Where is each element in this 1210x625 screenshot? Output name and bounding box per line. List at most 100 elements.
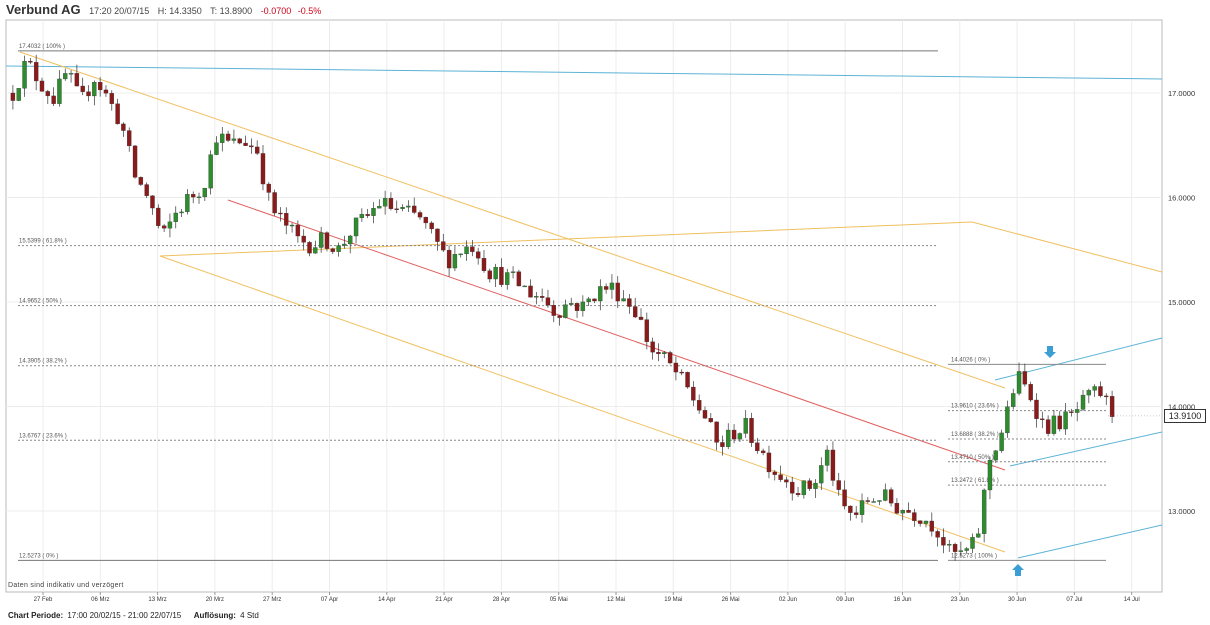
candle-body bbox=[888, 489, 894, 504]
candle-body bbox=[1109, 396, 1115, 417]
candle-body bbox=[342, 243, 347, 246]
candle-body bbox=[423, 216, 429, 224]
candle-body bbox=[132, 145, 138, 178]
candle-body bbox=[156, 207, 161, 226]
candle-body bbox=[1104, 395, 1109, 398]
fan-line-down bbox=[971, 221, 1163, 273]
candle-body bbox=[993, 450, 998, 461]
candle-body bbox=[563, 304, 568, 318]
candle-body bbox=[185, 194, 190, 213]
candle-body bbox=[28, 60, 33, 63]
candle-body bbox=[161, 225, 167, 229]
candle-body bbox=[74, 73, 80, 87]
fib-level-label: 15.5399 ( 61.8% ) bbox=[19, 239, 67, 245]
y-tick-label: 15.0000 bbox=[1168, 298, 1195, 307]
candle-body bbox=[749, 418, 754, 443]
candle-body bbox=[586, 298, 591, 303]
candle-body bbox=[615, 282, 620, 302]
chart-header: Verbund AG 17:20 20/07/15 H: 14.3350 T: … bbox=[6, 2, 325, 18]
candle-body bbox=[220, 133, 225, 143]
candle-body bbox=[284, 212, 289, 226]
candle-body bbox=[260, 153, 266, 185]
candle-body bbox=[970, 537, 975, 549]
candle-body bbox=[702, 410, 708, 419]
candle-body bbox=[1092, 386, 1097, 391]
x-tick-label: 07 Apr bbox=[321, 597, 338, 603]
candle-body bbox=[673, 362, 679, 373]
candle-body bbox=[254, 146, 260, 154]
candle-body bbox=[191, 194, 196, 198]
candle-body bbox=[906, 509, 911, 513]
candle-body bbox=[807, 480, 812, 489]
candle-body bbox=[691, 386, 696, 401]
candle-body bbox=[621, 298, 626, 302]
candle-body bbox=[196, 196, 202, 199]
candle-body bbox=[86, 91, 91, 97]
candle-body bbox=[859, 500, 865, 515]
candle-body bbox=[97, 82, 103, 91]
candle-body bbox=[406, 205, 411, 208]
candle-body bbox=[214, 142, 219, 155]
x-tick-label: 05 Mai bbox=[550, 597, 568, 603]
new-channel-mid bbox=[1009, 431, 1163, 467]
candle-body bbox=[16, 88, 21, 101]
candle-body bbox=[208, 154, 213, 189]
candle-body bbox=[941, 537, 946, 546]
fib-level-label: 13.6767 ( 23.6% ) bbox=[19, 433, 67, 439]
fib-level-label: 12.5273 ( 0% ) bbox=[19, 553, 58, 559]
candle-body bbox=[1022, 371, 1028, 385]
candle-body bbox=[929, 520, 934, 532]
candle-body bbox=[313, 247, 318, 254]
x-tick-label: 06 Mrz bbox=[91, 597, 109, 603]
fib-recent-label: 13.4710 ( 50% ) bbox=[951, 455, 994, 461]
candle-body bbox=[429, 222, 434, 230]
candle-body bbox=[557, 315, 562, 318]
candle-body bbox=[481, 258, 487, 271]
candle-body bbox=[359, 214, 365, 219]
candle-body bbox=[51, 95, 56, 104]
candle-body bbox=[1040, 418, 1045, 420]
candle-body bbox=[493, 266, 498, 280]
candle-body bbox=[760, 450, 766, 454]
x-tick-label: 07 Jul bbox=[1066, 597, 1082, 603]
candle-body bbox=[1051, 415, 1057, 434]
candle-body bbox=[1098, 386, 1103, 397]
candle-body bbox=[574, 303, 580, 311]
candle-body bbox=[92, 82, 97, 97]
candle-body bbox=[999, 432, 1004, 451]
candle-body bbox=[830, 449, 836, 481]
candle-body bbox=[656, 351, 661, 355]
candle-body bbox=[522, 285, 527, 288]
candle-body bbox=[848, 505, 853, 513]
candle-body bbox=[784, 479, 789, 483]
candle-body bbox=[976, 533, 981, 538]
data-disclaimer: Daten sind indikativ und verzögert bbox=[8, 582, 124, 589]
candle-body bbox=[487, 270, 492, 280]
candle-body bbox=[871, 501, 876, 503]
candle-body bbox=[336, 245, 341, 252]
candle-body bbox=[633, 306, 638, 318]
candle-body bbox=[598, 286, 603, 302]
x-tick-label: 30 Jun bbox=[1008, 597, 1026, 603]
candle-body bbox=[696, 400, 702, 411]
candle-body bbox=[127, 130, 132, 147]
candle-body bbox=[958, 550, 964, 552]
candle-body bbox=[173, 212, 178, 222]
x-tick-label: 16 Jun bbox=[893, 597, 911, 603]
candle-body bbox=[295, 224, 301, 237]
candle-body bbox=[1028, 384, 1033, 401]
candle-body bbox=[964, 548, 969, 551]
candle-body bbox=[609, 282, 615, 290]
period-value: 17:00 20/02/15 - 21:00 22/07/15 bbox=[67, 611, 182, 620]
new-channel-lower bbox=[1017, 524, 1163, 559]
candle-body bbox=[499, 266, 504, 285]
chart-footer: Chart Periode: 17:00 20/02/15 - 21:00 22… bbox=[8, 611, 259, 620]
candle-body bbox=[638, 316, 644, 320]
candle-body bbox=[1016, 371, 1022, 394]
x-tick-label: 26 Mai bbox=[722, 597, 740, 603]
current-price-tag: 13.9100 bbox=[1164, 409, 1206, 423]
candle-body bbox=[272, 192, 277, 214]
candle-body bbox=[795, 493, 801, 496]
candle-body bbox=[330, 248, 335, 252]
